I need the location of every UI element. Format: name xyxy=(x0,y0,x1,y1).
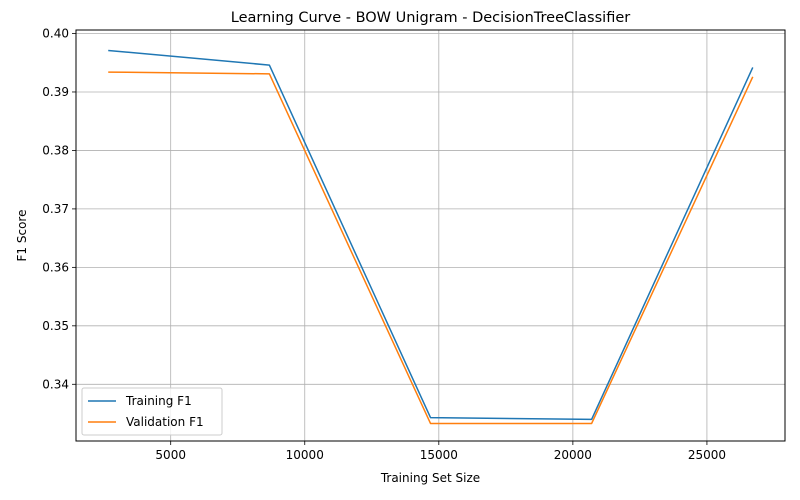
grid xyxy=(76,30,785,441)
series-lines xyxy=(108,49,754,425)
legend-label-training: Training F1 xyxy=(125,394,192,408)
y-tick-label: 0.36 xyxy=(42,260,69,274)
x-tick-label: 20000 xyxy=(554,448,592,462)
chart-title: Learning Curve - BOW Unigram - DecisionT… xyxy=(231,10,630,26)
plot-frame xyxy=(75,29,786,442)
legend-label-validation: Validation F1 xyxy=(126,415,204,429)
x-tick-label: 25000 xyxy=(688,448,726,462)
y-tick-label: 0.35 xyxy=(42,319,69,333)
y-axis-label: F1 Score xyxy=(15,210,29,262)
legend: Training F1 Validation F1 xyxy=(81,387,223,436)
y-tick-label: 0.37 xyxy=(42,202,69,216)
x-axis-label: Training Set Size xyxy=(380,471,480,485)
y-tick-label: 0.38 xyxy=(42,143,69,157)
x-tick-label: 5000 xyxy=(155,448,186,462)
x-tick-label: 10000 xyxy=(286,448,324,462)
y-tick-label: 0.39 xyxy=(42,85,69,99)
y-axis-ticks: 0.34 0.35 0.36 0.37 0.38 0.39 0.40 xyxy=(42,27,76,391)
x-tick-label: 15000 xyxy=(420,448,458,462)
y-tick-label: 0.40 xyxy=(42,27,69,41)
legend-box xyxy=(81,387,223,436)
x-axis-ticks: 5000 10000 15000 20000 25000 xyxy=(155,441,726,462)
y-tick-label: 0.34 xyxy=(42,377,69,391)
